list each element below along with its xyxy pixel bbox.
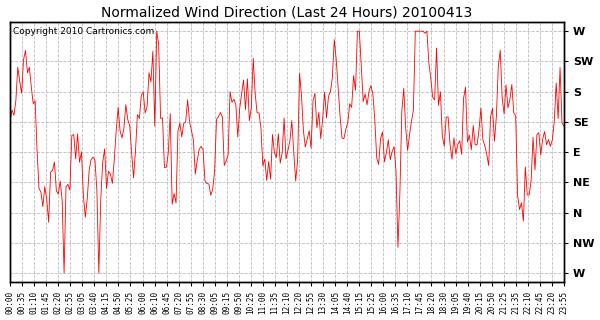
Text: Copyright 2010 Cartronics.com: Copyright 2010 Cartronics.com xyxy=(13,27,154,36)
Title: Normalized Wind Direction (Last 24 Hours) 20100413: Normalized Wind Direction (Last 24 Hours… xyxy=(101,5,473,20)
